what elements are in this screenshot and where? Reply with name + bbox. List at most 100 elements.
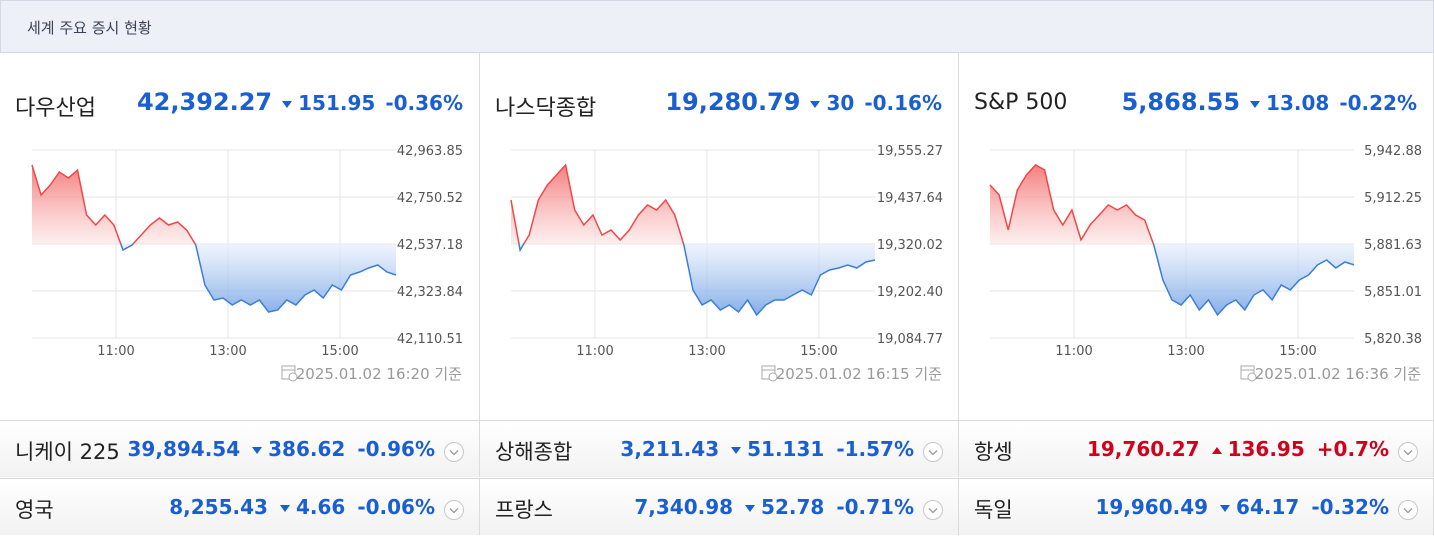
clock-icon xyxy=(281,365,298,382)
y-tick-label: 42,110.51 xyxy=(397,332,463,347)
expand-button[interactable] xyxy=(443,441,465,463)
index-change: 64.17 xyxy=(1236,495,1300,519)
index-panel: 나스닥종합 19,280.79 30 -0.16% 19,555.27 19,437.64… xyxy=(480,52,959,420)
icon-dot xyxy=(288,372,298,382)
intraday-chart: 42,963.85 42,750.52 42,537.18 42,323.84 42,1… xyxy=(31,144,463,383)
index-change-pct: -0.71% xyxy=(836,495,914,519)
quote: 8,255.43 4.66 -0.06% xyxy=(169,495,435,519)
line xyxy=(510,163,876,317)
index-change: 136.95 xyxy=(1227,437,1305,461)
chevron xyxy=(928,508,938,514)
index-value: 5,868.55 xyxy=(1121,88,1241,116)
expand-button[interactable] xyxy=(1397,499,1419,521)
index-value: 19,760.27 xyxy=(1086,437,1200,461)
index-name: 상해종합 xyxy=(495,440,573,464)
quote: 7,340.98 52.78 -0.71% xyxy=(634,495,914,519)
index-row: 상해종합 3,211.43 51.131 -1.57% xyxy=(480,420,959,477)
x-tick-label: 11:00 xyxy=(576,344,613,359)
button-ring xyxy=(444,442,464,462)
y-tick-label: 5,851.01 xyxy=(1364,285,1422,300)
index-change: 30 xyxy=(826,91,855,115)
index-name: 니케이 225 xyxy=(15,440,120,464)
button-ring xyxy=(923,500,943,520)
y-tick-label: 5,820.38 xyxy=(1364,332,1422,347)
chevron xyxy=(449,508,459,514)
down-arrow xyxy=(282,101,293,108)
y-tick-label: 19,084.77 xyxy=(877,332,943,347)
y-tick-label: 5,942.88 xyxy=(1364,144,1422,159)
x-tick-label: 15:00 xyxy=(800,344,837,359)
icon-frame xyxy=(1240,365,1255,380)
expand-button[interactable] xyxy=(443,499,465,521)
down-arrow xyxy=(279,505,290,512)
index-value: 19,280.79 xyxy=(665,88,801,116)
index-change-pct: -0.16% xyxy=(864,91,942,115)
x-tick-label: 13:00 xyxy=(688,344,725,359)
index-change: 52.78 xyxy=(761,495,825,519)
clock-icon xyxy=(1240,365,1257,382)
expand-button[interactable] xyxy=(922,499,944,521)
line xyxy=(989,164,1355,317)
index-value: 39,894.54 xyxy=(127,437,241,461)
y-tick-label: 19,202.40 xyxy=(877,285,943,300)
index-change-wrap: 51.131 xyxy=(731,437,824,461)
chevron xyxy=(1403,508,1413,514)
area xyxy=(990,165,1354,315)
clock-icon xyxy=(761,365,778,382)
expand-button[interactable] xyxy=(922,441,944,463)
y-tick-label: 42,963.85 xyxy=(397,144,463,159)
index-change: 386.62 xyxy=(268,437,346,461)
index-change-pct: -0.36% xyxy=(385,91,463,115)
index-panel: 다우산업 42,392.27 151.95 -0.36% 42,963.85 42,750… xyxy=(0,52,480,420)
y-tick-label: 42,323.84 xyxy=(397,285,463,300)
y-tick-label: 19,555.27 xyxy=(877,144,943,159)
intraday-chart: 19,555.27 19,437.64 19,320.02 19,202.40 19,0… xyxy=(510,144,943,383)
down-arrow xyxy=(1250,101,1261,108)
index-name: 나스닥종합 xyxy=(495,96,597,121)
index-change-wrap: 30 xyxy=(810,91,854,115)
index-change: 51.131 xyxy=(747,437,825,461)
icon-frame xyxy=(281,365,296,380)
index-value: 42,392.27 xyxy=(136,88,273,116)
expand-button[interactable] xyxy=(1397,441,1419,463)
timestamp: 2025.01.02 16:20 기준 xyxy=(296,365,462,383)
index-name: 프랑스 xyxy=(495,498,553,522)
intraday-chart: 5,942.88 5,912.25 5,881.63 5,851.01 5,820.38… xyxy=(989,144,1422,383)
index-change-pct: -0.32% xyxy=(1311,495,1389,519)
x-tick-label: 11:00 xyxy=(97,344,134,359)
index-row: 독일 19,960.49 64.17 -0.32% xyxy=(959,478,1434,535)
y-tick-label: 5,912.25 xyxy=(1364,191,1422,206)
quote: 19,280.79 30 -0.16% xyxy=(665,88,942,116)
index-change-wrap: 52.78 xyxy=(745,495,824,519)
index-name: 영국 xyxy=(15,498,54,522)
index-change-pct: -0.22% xyxy=(1339,91,1417,115)
line xyxy=(31,164,397,313)
index-change-pct: -0.06% xyxy=(357,495,435,519)
x-tick-label: 15:00 xyxy=(1279,344,1316,359)
quote: 39,894.54 386.62 -0.96% xyxy=(128,437,435,461)
quote: 3,211.43 51.131 -1.57% xyxy=(620,437,914,461)
timestamp: 2025.01.02 16:15 기준 xyxy=(776,365,942,383)
index-value: 19,960.49 xyxy=(1095,495,1209,519)
index-change: 13.08 xyxy=(1266,91,1330,115)
quote: 42,392.27 151.95 -0.36% xyxy=(137,88,463,116)
button-ring xyxy=(923,442,943,462)
index-value: 8,255.43 xyxy=(169,495,268,519)
y-tick-label: 42,750.52 xyxy=(397,191,463,206)
x-tick-label: 11:00 xyxy=(1055,344,1092,359)
quote: 19,960.49 64.17 -0.32% xyxy=(1095,495,1389,519)
x-tick-label: 15:00 xyxy=(321,344,358,359)
down-arrow xyxy=(731,447,742,454)
index-panel: S&P 500 5,868.55 13.08 -0.22% 5,942.88 5,912.… xyxy=(959,52,1434,420)
down-arrow xyxy=(252,447,263,454)
y-tick-label: 19,320.02 xyxy=(877,238,943,253)
button-ring xyxy=(1398,442,1418,462)
y-tick-label: 42,537.18 xyxy=(397,238,463,253)
index-row: 영국 8,255.43 4.66 -0.06% xyxy=(0,478,480,535)
down-arrow xyxy=(810,101,821,108)
index-change-pct: -0.96% xyxy=(357,437,435,461)
icon-dot xyxy=(768,372,778,382)
header: 세계 주요 증시 현황 xyxy=(0,0,1434,53)
index-change-wrap: 386.62 xyxy=(252,437,345,461)
